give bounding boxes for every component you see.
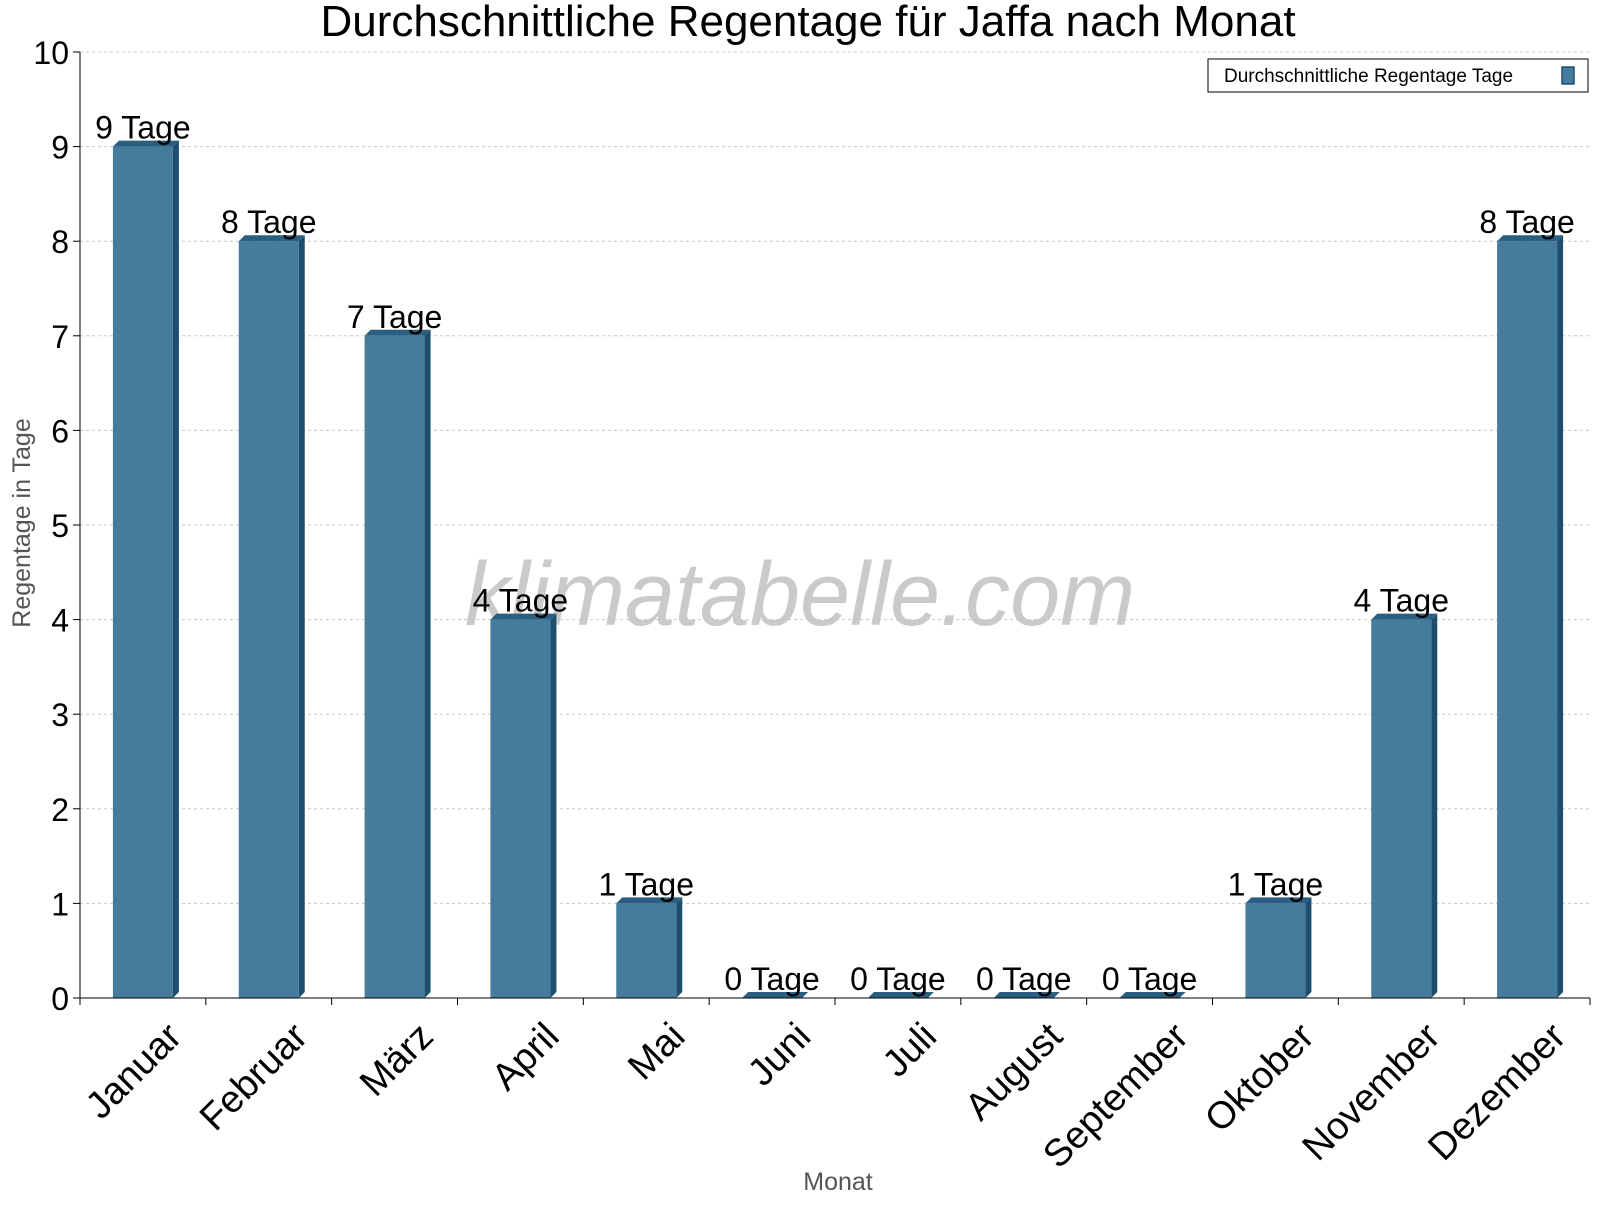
legend-label: Durchschnittliche Regentage Tage	[1224, 66, 1513, 87]
bar-side	[298, 235, 305, 998]
data-label: 7 Tage	[347, 299, 443, 335]
bar	[1497, 235, 1564, 998]
data-label: 0 Tage	[724, 961, 820, 997]
x-axis-label: Monat	[803, 1168, 873, 1196]
y-axis-label: Regentage in Tage	[8, 418, 36, 627]
data-label: 4 Tage	[1354, 583, 1450, 619]
bar-front	[364, 335, 425, 998]
y-tick-label: 7	[51, 319, 69, 355]
y-tick-label: 4	[51, 603, 69, 639]
data-label: 0 Tage	[850, 961, 946, 997]
data-labels: 9 Tage 8 Tage 7 Tage 4 Tage 1 Tage 0 Tage 0 Ta…	[95, 110, 1575, 997]
bar-front	[1371, 619, 1432, 998]
watermark-layer: klimatabelle.com	[465, 545, 1135, 645]
legend-swatch	[1561, 66, 1575, 85]
y-tick-label: 3	[51, 697, 69, 733]
y-tick-label: 0	[51, 981, 69, 1017]
bar-front	[1245, 903, 1306, 998]
bar-top	[993, 992, 1060, 998]
bar-top	[364, 329, 431, 336]
chart-title: Durchschnittliche Regentage für Jaffa na…	[320, 0, 1295, 46]
bar-side	[172, 140, 179, 999]
bar	[867, 992, 934, 998]
bars	[112, 140, 1564, 999]
bar-side	[424, 329, 431, 998]
data-label: 4 Tage	[473, 583, 569, 619]
bar-top	[1371, 613, 1438, 620]
bar	[1371, 613, 1438, 998]
bar	[993, 992, 1060, 998]
data-label: 1 Tage	[599, 866, 695, 902]
bar-front	[112, 146, 173, 999]
bar-side	[1305, 897, 1312, 998]
y-tick-label: 10	[33, 35, 69, 71]
data-label: 8 Tage	[221, 204, 317, 240]
y-tick-labels: 0 1 2 3 4 5 6 7 8 9 10	[33, 35, 69, 1017]
legend: Durchschnittliche Regentage Tage	[1207, 58, 1589, 93]
legend-box	[1207, 58, 1589, 93]
bar-top	[616, 897, 683, 904]
bar	[112, 140, 179, 999]
bar	[364, 329, 431, 998]
data-label: 8 Tage	[1479, 204, 1575, 240]
y-tick-label: 5	[51, 508, 69, 544]
bar-top	[490, 613, 557, 620]
bar-top	[1119, 992, 1186, 998]
data-label: 1 Tage	[1228, 866, 1324, 902]
bar-front	[616, 903, 677, 998]
bar-front	[1497, 241, 1558, 998]
data-label: 0 Tage	[976, 961, 1072, 997]
data-label: 9 Tage	[95, 110, 191, 146]
bar	[1119, 992, 1186, 998]
bar-front	[490, 619, 551, 998]
bar-side	[1557, 235, 1564, 998]
watermark: klimatabelle.com	[465, 545, 1135, 645]
y-tick-label: 8	[51, 224, 69, 260]
bar-top	[742, 992, 809, 998]
bar	[742, 992, 809, 998]
bar	[1245, 897, 1312, 998]
bar-top	[238, 235, 305, 242]
data-label: 0 Tage	[1102, 961, 1198, 997]
bar	[238, 235, 305, 998]
bar-side	[676, 897, 683, 998]
y-tick-label: 2	[51, 792, 69, 828]
y-tick-label: 6	[51, 413, 69, 449]
bar	[490, 613, 557, 998]
bar-side	[1431, 613, 1438, 998]
y-tick-label: 1	[51, 886, 69, 922]
bar	[616, 897, 683, 998]
bar-front	[238, 241, 299, 998]
bar-top	[1497, 235, 1564, 242]
axes	[73, 51, 1591, 1005]
bar-top	[112, 140, 179, 147]
y-tick-label: 9	[51, 130, 69, 166]
bar-top	[1245, 897, 1312, 904]
bar-top	[867, 992, 934, 998]
bar-side	[550, 613, 557, 998]
